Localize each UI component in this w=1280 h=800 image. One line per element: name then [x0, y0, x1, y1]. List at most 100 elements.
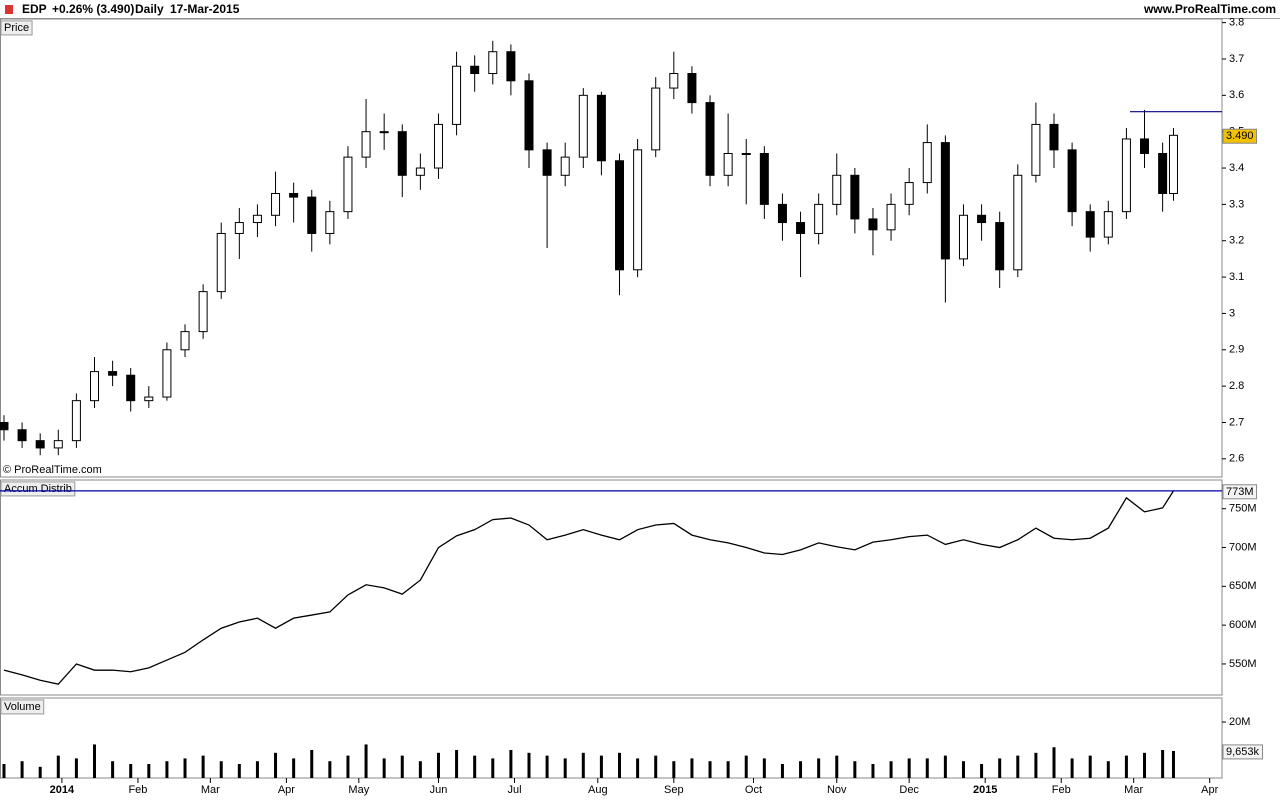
volume-bar	[219, 761, 223, 778]
panel-frame	[0, 697, 1223, 779]
last-value-box	[1222, 744, 1264, 760]
volume-bar	[165, 761, 169, 778]
candle-body	[397, 131, 407, 176]
candle-body	[814, 203, 824, 234]
volume-bar	[853, 761, 857, 778]
volume-bar	[744, 755, 748, 778]
x-tick-label: Jul	[507, 784, 521, 796]
volume-bar	[418, 761, 422, 778]
volume-bar	[1034, 752, 1038, 778]
candle-body	[1085, 211, 1095, 238]
y-tick-label: 3.6	[1229, 89, 1244, 101]
x-tick-label: 2014	[50, 784, 75, 796]
volume-bar	[1088, 755, 1092, 778]
panel-title: Accum Distrib	[4, 483, 72, 495]
volume-bar	[473, 755, 477, 778]
volume-bar	[545, 755, 549, 778]
candle-body	[144, 396, 154, 402]
candle-body	[234, 222, 244, 234]
x-tick-label: Sep	[664, 784, 684, 796]
candle-body	[433, 123, 443, 169]
panel-title-box	[0, 20, 33, 36]
candle-body	[832, 174, 842, 205]
volume-bar	[1124, 755, 1128, 778]
volume-bar	[907, 758, 911, 778]
candle-body	[1049, 123, 1059, 151]
volume-bar	[708, 761, 712, 778]
y-tick-label: 2.9	[1229, 344, 1244, 356]
y-tick-label: 700M	[1229, 541, 1257, 553]
candle-body	[325, 211, 335, 234]
y-tick-label: 550M	[1229, 658, 1257, 670]
y-tick-label: 2.8	[1229, 380, 1244, 392]
volume-bar	[346, 755, 350, 778]
volume-bar	[93, 744, 97, 778]
candle-body	[777, 203, 787, 224]
candle-body	[470, 65, 480, 75]
last-value-label: 3.490	[1226, 130, 1254, 142]
candle-body	[488, 51, 498, 75]
copyright: © ProRealTime.com	[3, 464, 102, 476]
x-tick-label: Jun	[430, 784, 448, 796]
volume-bar	[20, 761, 24, 778]
x-tick-label: Apr	[278, 784, 295, 796]
candle-body	[741, 152, 751, 155]
candle-body	[162, 349, 172, 398]
volume-bar	[436, 752, 440, 778]
candle-body	[615, 160, 625, 271]
candle-body	[343, 156, 353, 213]
volume-bar	[762, 758, 766, 778]
volume-bar	[961, 761, 965, 778]
x-tick-label: Dec	[899, 784, 919, 796]
volume-bar	[618, 752, 622, 778]
volume-bar	[364, 744, 368, 778]
candle-body	[1140, 138, 1150, 154]
panel-title-box	[0, 481, 76, 497]
candle-body	[1067, 149, 1077, 213]
candle-body	[850, 174, 860, 220]
volume-bar	[1106, 761, 1110, 778]
volume-bar	[943, 755, 947, 778]
candle-body	[379, 131, 389, 134]
symbol: EDP	[22, 2, 47, 16]
candle-body	[542, 149, 552, 176]
candle-body	[17, 429, 27, 442]
x-tick-label: Mar	[201, 784, 220, 796]
volume-bar	[998, 758, 1002, 778]
symbol-icon	[5, 5, 13, 14]
y-tick-label: 750M	[1229, 503, 1257, 515]
volume-bar	[835, 755, 839, 778]
volume-bar	[780, 764, 784, 778]
volume-bar	[509, 750, 513, 778]
volume-bar	[382, 758, 386, 778]
y-tick-label: 600M	[1229, 619, 1257, 631]
volume-bar	[2, 764, 6, 778]
panel-title: Price	[4, 22, 29, 34]
site: www.ProRealTime.com	[1143, 2, 1276, 16]
y-tick-label: 3	[1229, 307, 1235, 319]
volume-bar	[1052, 747, 1056, 778]
volume-bar	[1143, 752, 1147, 778]
volume-bar	[636, 758, 640, 778]
candle-body	[560, 156, 570, 176]
y-tick-label: 2.7	[1229, 416, 1244, 428]
y-tick-label: 3.1	[1229, 271, 1244, 283]
period: Daily	[135, 2, 164, 16]
volume-bar	[654, 755, 658, 778]
candle-body	[0, 421, 9, 431]
candle-body	[995, 222, 1005, 271]
panel-title: Volume	[4, 701, 41, 713]
candle-body	[1158, 152, 1168, 194]
volume-bar	[274, 752, 278, 778]
y-tick-label: 3.2	[1229, 235, 1244, 247]
volume-bar	[56, 755, 60, 778]
y-tick-label: 3.8	[1229, 17, 1244, 29]
ad-line	[3, 490, 1175, 685]
volume-bar	[400, 755, 404, 778]
volume-bar	[980, 764, 984, 778]
volume-bar	[129, 764, 133, 778]
volume-bar	[74, 758, 78, 778]
y-tick-label: 2.6	[1229, 453, 1244, 465]
panel-frame	[0, 18, 1223, 478]
